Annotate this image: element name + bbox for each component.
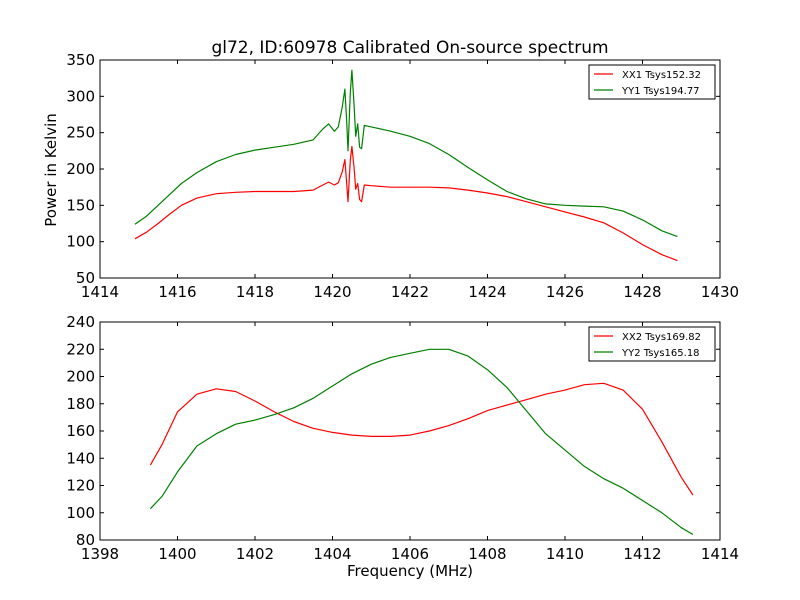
bottom-y-tick-label: 240 <box>66 313 95 331</box>
top-x-tick-label: 1428 <box>623 283 661 301</box>
bottom-x-tick-label: 1406 <box>391 545 429 563</box>
top-x-tick-label: 1426 <box>546 283 584 301</box>
bottom-y-tick-label: 160 <box>66 422 95 440</box>
x-axis-label-bottom: Frequency (MHz) <box>347 562 473 580</box>
bottom-y-tick-label: 100 <box>66 504 95 522</box>
top-x-tick-label: 1422 <box>391 283 429 301</box>
top-x-tick-label: 1418 <box>236 283 274 301</box>
chart-title: gl72, ID:60978 Calibrated On-source spec… <box>211 38 608 58</box>
top-legend-label-1: XX1 Tsys152.32 <box>622 70 701 81</box>
bottom-y-tick-label: 140 <box>66 449 95 467</box>
top-series-line-2 <box>134 69 678 238</box>
bottom-legend-label-1: XX2 Tsys169.82 <box>622 332 701 343</box>
top-panel: 1414 1416 1418 1420 1422 1424 1426 1428 1430 50 10… <box>66 51 739 301</box>
top-y-tick-label: 50 <box>76 269 95 287</box>
y-axis-label-top: Power in Kelvin <box>42 113 60 227</box>
top-y-tick-label: 100 <box>66 233 95 251</box>
bottom-x-tick-label: 1402 <box>236 545 274 563</box>
top-x-tick-label: 1430 <box>701 283 739 301</box>
top-y-tick-label: 150 <box>66 196 95 214</box>
bottom-y-tick-label: 200 <box>66 368 95 386</box>
top-x-tick-label: 1420 <box>313 283 351 301</box>
bottom-y-tick-label: 180 <box>66 395 95 413</box>
top-y-tick-label: 250 <box>66 124 95 142</box>
bottom-x-tick-label: 1410 <box>546 545 584 563</box>
top-x-tick-label: 1416 <box>158 283 196 301</box>
top-series-line-1 <box>134 145 678 262</box>
bottom-series-line-1 <box>149 382 694 496</box>
top-y-tick-label: 350 <box>66 51 95 69</box>
bottom-x-tick-label: 1408 <box>468 545 506 563</box>
top-legend-label-2: YY1 Tsys194.77 <box>621 86 700 97</box>
bottom-legend-label-2: YY2 Tsys165.18 <box>621 348 700 359</box>
bottom-x-tick-label: 1398 <box>81 545 119 563</box>
bottom-panel: 1398 1400 1402 1404 1406 1408 1410 1412 1414 80 10… <box>66 313 739 563</box>
bottom-y-tick-label: 120 <box>66 477 95 495</box>
bottom-series-line-2 <box>149 348 694 536</box>
bottom-y-tick-label: 220 <box>66 340 95 358</box>
top-x-tick-label: 1424 <box>468 283 506 301</box>
bottom-x-tick-label: 1414 <box>701 545 739 563</box>
top-x-tick-label: 1414 <box>81 283 119 301</box>
top-legend-box <box>588 64 716 100</box>
bottom-x-tick-label: 1404 <box>313 545 351 563</box>
top-y-tick-label: 200 <box>66 160 95 178</box>
top-y-tick-label: 300 <box>66 87 95 105</box>
bottom-y-tick-label: 80 <box>76 531 95 549</box>
bottom-x-tick-label: 1400 <box>158 545 196 563</box>
bottom-legend-box <box>588 326 716 362</box>
bottom-x-tick-label: 1412 <box>623 545 661 563</box>
